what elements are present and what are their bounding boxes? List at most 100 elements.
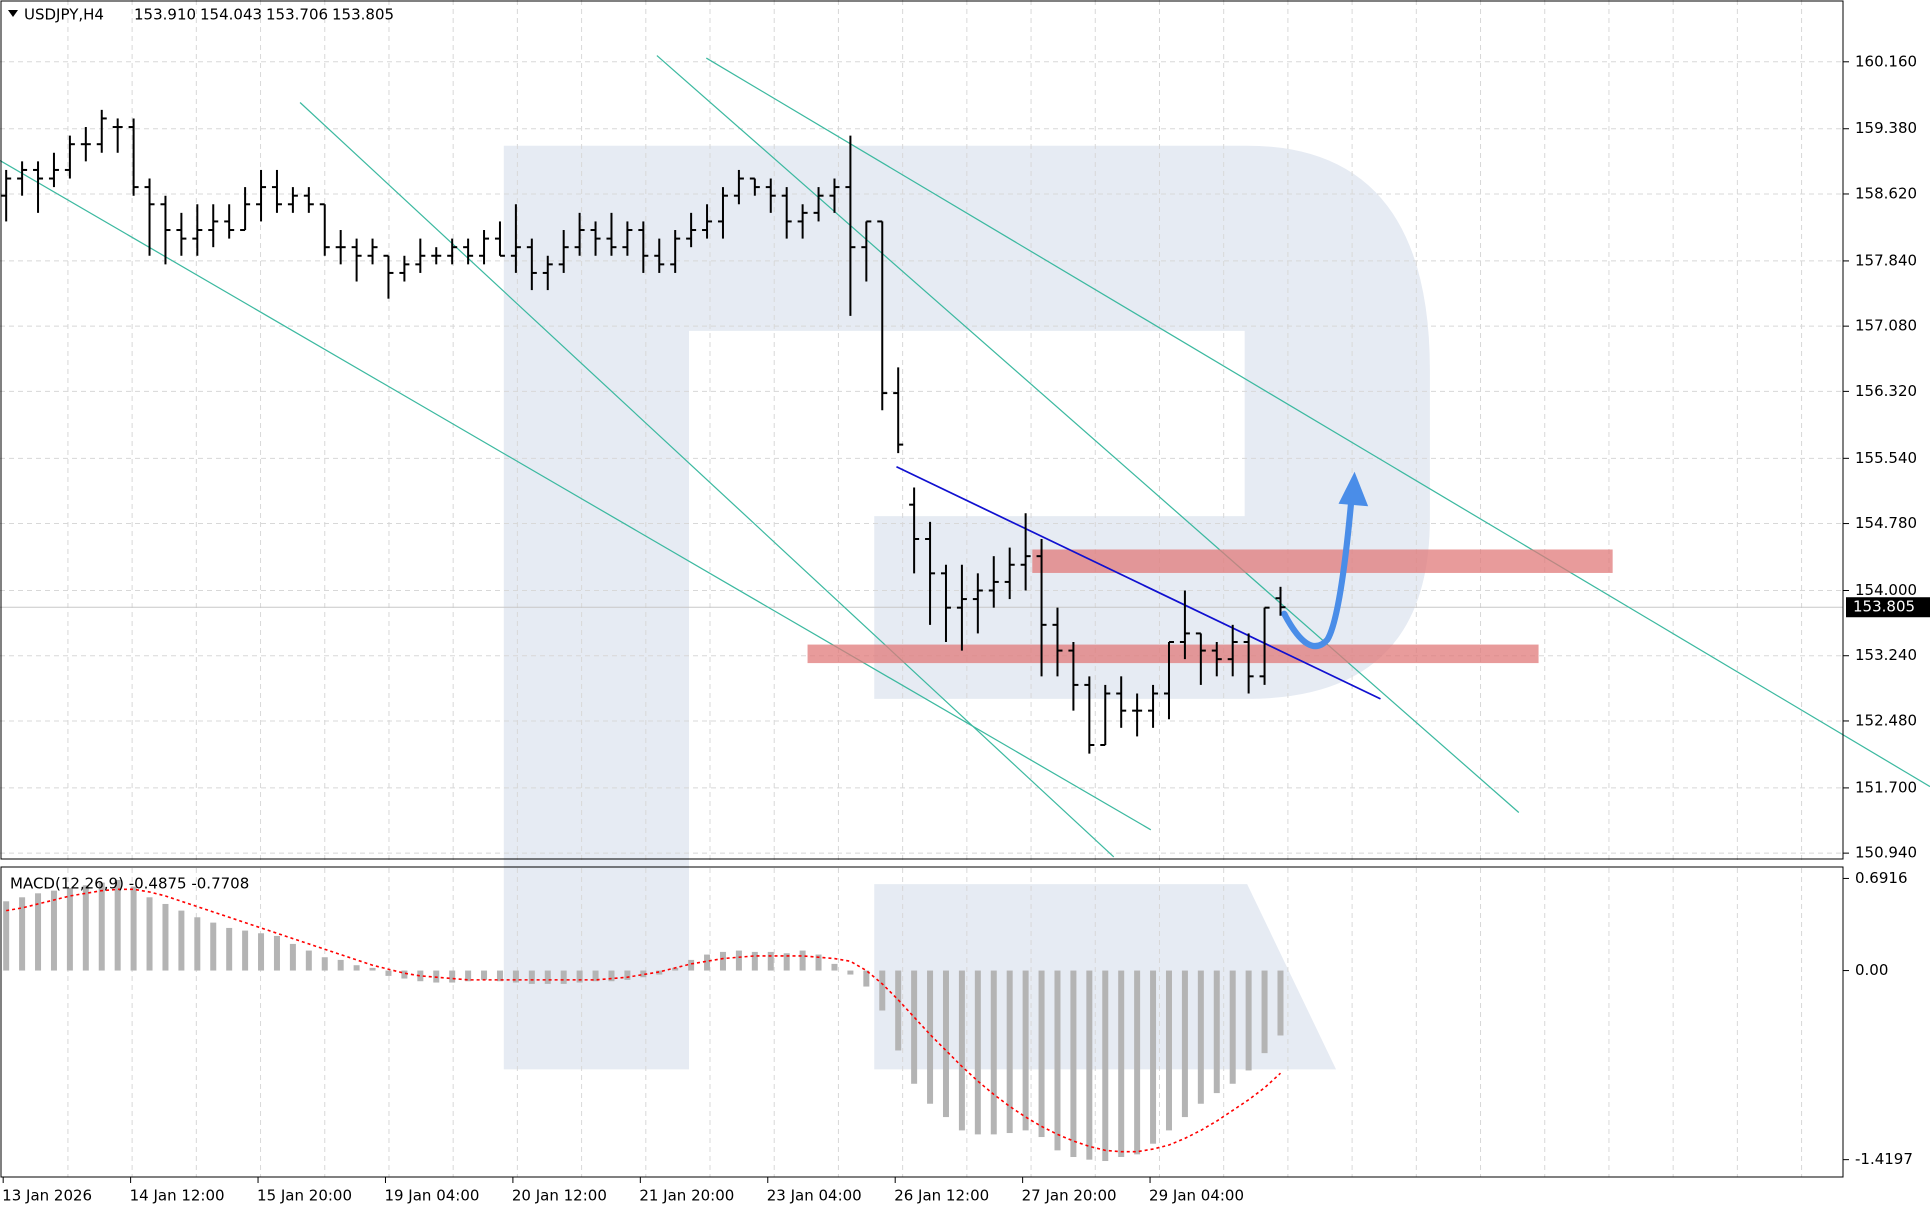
macd-bar bbox=[114, 879, 121, 971]
macd-bar bbox=[799, 950, 806, 971]
x-tick-label: 20 Jan 12:00 bbox=[512, 1187, 607, 1205]
macd-bar bbox=[273, 935, 280, 971]
macd-bar bbox=[194, 917, 201, 971]
y-tick-label: 154.780 bbox=[1855, 514, 1917, 532]
macd-bar bbox=[242, 930, 249, 971]
arrow-head bbox=[1338, 471, 1369, 507]
macd-bar bbox=[1181, 970, 1188, 1118]
macd-bar bbox=[1150, 970, 1157, 1144]
current-price-label: 153.805 bbox=[1853, 598, 1915, 616]
macd-bar bbox=[1054, 970, 1061, 1151]
macd-bar bbox=[417, 970, 424, 982]
y-tick-label: -1.4197 bbox=[1855, 1150, 1913, 1168]
title-value: 154.043 bbox=[200, 6, 262, 24]
y-tick-label: 152.480 bbox=[1855, 711, 1917, 729]
macd-bar bbox=[1022, 970, 1029, 1131]
macd-bar bbox=[353, 965, 360, 971]
y-tick-label: 0.6916 bbox=[1855, 869, 1908, 887]
y-tick-label: 158.620 bbox=[1855, 184, 1917, 202]
macd-bar bbox=[1229, 970, 1236, 1084]
macd-bar bbox=[1134, 970, 1141, 1155]
x-tick-label: 19 Jan 04:00 bbox=[384, 1187, 479, 1205]
macd-bar bbox=[576, 970, 583, 983]
macd-bar bbox=[1165, 970, 1172, 1131]
macd-title: MACD(12,26,9) -0.4875 -0.7708 bbox=[10, 875, 249, 893]
trend-line bbox=[0, 159, 1152, 831]
macd-bar bbox=[465, 970, 472, 982]
macd-bar bbox=[704, 954, 711, 971]
macd-bar bbox=[130, 886, 137, 971]
macd-panel-frame bbox=[0, 866, 1844, 1178]
macd-bar bbox=[1277, 970, 1284, 1036]
macd-bar bbox=[401, 970, 408, 979]
macd-bar bbox=[50, 890, 57, 971]
macd-bar bbox=[19, 897, 26, 971]
macd-bar bbox=[1118, 970, 1125, 1158]
macd-bar bbox=[1261, 970, 1268, 1054]
x-tick-label: 21 Jan 20:00 bbox=[639, 1187, 734, 1205]
resistance-zone bbox=[1032, 549, 1613, 573]
title-value: 153.910 bbox=[134, 6, 196, 24]
macd-bar bbox=[1038, 970, 1045, 1138]
macd-bar bbox=[783, 953, 790, 971]
y-tick-label: 151.700 bbox=[1855, 778, 1917, 796]
y-tick-label: 153.240 bbox=[1855, 646, 1917, 664]
macd-bar bbox=[831, 963, 838, 971]
forecast-arrow bbox=[1281, 488, 1356, 650]
macd-bar bbox=[3, 901, 10, 971]
macd-bar bbox=[146, 897, 153, 971]
macd-bar bbox=[1213, 970, 1220, 1094]
macd-bar bbox=[895, 970, 902, 1051]
x-tick-label: 23 Jan 04:00 bbox=[767, 1187, 862, 1205]
macd-bar bbox=[385, 970, 392, 976]
macd-bar bbox=[911, 970, 918, 1084]
macd-bar bbox=[672, 967, 679, 971]
support-zone bbox=[807, 644, 1539, 664]
trend-line bbox=[656, 55, 1520, 813]
macd-bar bbox=[927, 970, 934, 1104]
macd-bar bbox=[942, 970, 949, 1118]
macd-bar bbox=[767, 951, 774, 971]
macd-bar bbox=[815, 954, 822, 971]
macd-bar bbox=[735, 950, 742, 971]
macd-bar bbox=[449, 970, 456, 983]
macd-bar bbox=[162, 903, 169, 971]
y-tick-label: 150.940 bbox=[1855, 844, 1917, 862]
x-tick-label: 27 Jan 20:00 bbox=[1022, 1187, 1117, 1205]
x-tick-label: 29 Jan 04:00 bbox=[1149, 1187, 1244, 1205]
macd-bar bbox=[82, 885, 89, 971]
x-tick-label: 13 Jan 2026 bbox=[2, 1187, 92, 1205]
macd-bar bbox=[974, 970, 981, 1135]
macd-bar bbox=[719, 951, 726, 971]
macd-bar bbox=[1197, 970, 1204, 1104]
macd-bar bbox=[35, 893, 42, 971]
title-value: 153.706 bbox=[266, 6, 328, 24]
macd-bar bbox=[879, 970, 886, 1011]
macd-bar bbox=[210, 922, 217, 971]
macd-bar bbox=[560, 970, 567, 984]
price-panel-frame bbox=[0, 0, 1844, 860]
dropdown-icon bbox=[8, 10, 18, 17]
y-tick-label: 155.540 bbox=[1855, 449, 1917, 467]
signal-line bbox=[6, 888, 1282, 1153]
y-tick-label: 154.000 bbox=[1855, 581, 1917, 599]
macd-bar bbox=[66, 887, 73, 971]
macd-bar bbox=[608, 970, 615, 982]
macd-bar bbox=[1245, 970, 1252, 1071]
macd-bar bbox=[528, 970, 535, 984]
symbol: USDJPY,H4 bbox=[24, 6, 104, 24]
macd-bar bbox=[321, 957, 328, 971]
marks bbox=[1, 109, 1286, 1162]
macd-bar bbox=[226, 927, 233, 971]
trend-line bbox=[299, 102, 1115, 858]
macd-bar bbox=[688, 959, 695, 971]
grid bbox=[0, 0, 1843, 1177]
x-tick-label: 26 Jan 12:00 bbox=[894, 1187, 989, 1205]
macd-bar bbox=[178, 910, 185, 971]
y-tick-label: 157.080 bbox=[1855, 317, 1917, 335]
y-tick-label: 157.840 bbox=[1855, 251, 1917, 269]
y-tick-label: 160.160 bbox=[1855, 52, 1917, 70]
macd-bar bbox=[1086, 970, 1093, 1160]
